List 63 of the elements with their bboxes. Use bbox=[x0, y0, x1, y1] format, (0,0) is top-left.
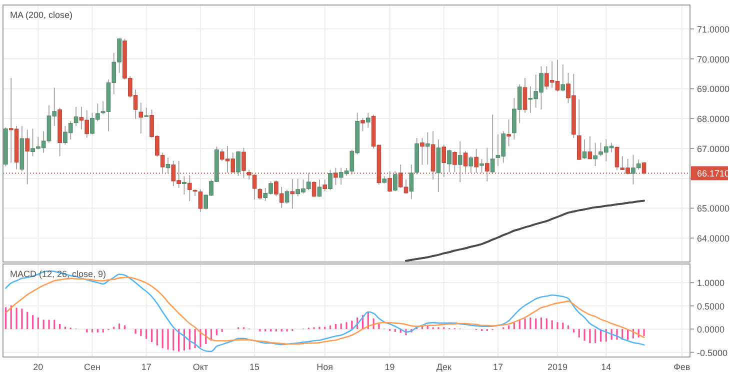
x-tick-label: 20 bbox=[33, 362, 44, 372]
x-tick-label: 17 bbox=[492, 362, 503, 372]
candlestick bbox=[317, 179, 322, 198]
candlestick bbox=[582, 138, 587, 160]
candlestick bbox=[328, 169, 332, 191]
text: MA (200, close) bbox=[10, 10, 73, 20]
candlestick bbox=[393, 170, 398, 192]
candlestick bbox=[312, 180, 316, 198]
line-series bbox=[5, 270, 645, 352]
y-tick-label: 68.0000 bbox=[697, 114, 730, 124]
x-tick-label: 17 bbox=[141, 362, 152, 372]
x-tick-label: Сен bbox=[84, 362, 101, 372]
candlestick bbox=[593, 142, 598, 167]
candlestick bbox=[25, 129, 30, 185]
candlestick bbox=[490, 114, 495, 174]
y-tick-label: 65.0000 bbox=[697, 204, 730, 214]
y-tick-label: 1.0000 bbox=[697, 278, 725, 288]
candlestick bbox=[425, 132, 430, 166]
candlestick bbox=[74, 106, 78, 127]
candlestick bbox=[576, 98, 582, 161]
y-tick-label: 64.0000 bbox=[697, 234, 730, 244]
candlestick bbox=[138, 102, 144, 134]
candlestick bbox=[284, 189, 290, 204]
candlestick bbox=[258, 187, 262, 200]
y-tick-label: 0.5000 bbox=[697, 301, 725, 312]
candlestick bbox=[468, 156, 474, 174]
y-tick-label: 0.0000 bbox=[697, 324, 725, 335]
candlestick bbox=[198, 188, 203, 213]
y-tick-label: 69.0000 bbox=[697, 84, 730, 94]
candlestick bbox=[458, 140, 462, 183]
candlestick bbox=[506, 118, 511, 147]
y-tick-label: 67.0000 bbox=[697, 144, 730, 154]
candlestick bbox=[182, 176, 186, 195]
candlestick bbox=[522, 77, 528, 114]
candlestick bbox=[452, 150, 457, 173]
candlestick bbox=[166, 157, 170, 174]
x-tick-label: Ноя bbox=[316, 362, 334, 372]
y-tick-label: 70.0000 bbox=[697, 54, 730, 64]
candlestick bbox=[242, 147, 246, 179]
candlestick bbox=[420, 137, 424, 166]
line-series bbox=[405, 200, 646, 262]
candlestick bbox=[409, 164, 414, 200]
candlestick bbox=[290, 178, 295, 210]
y-tick-label: 71.0000 bbox=[697, 24, 730, 34]
x-tick-label: 2019 bbox=[547, 362, 568, 372]
x-tick-label: 14 bbox=[601, 362, 612, 372]
candlestick bbox=[322, 179, 328, 192]
x-tick-label: 15 bbox=[250, 362, 260, 372]
y-tick-label: -0.5000 bbox=[697, 348, 728, 358]
x-tick-label: 19 bbox=[384, 362, 395, 372]
candlestick bbox=[642, 162, 646, 175]
candlestick bbox=[360, 117, 365, 132]
candlestick bbox=[366, 112, 370, 128]
candlestick bbox=[614, 146, 620, 171]
candlestick bbox=[480, 158, 484, 174]
candlestick bbox=[447, 149, 452, 173]
candlestick bbox=[588, 136, 592, 160]
x-tick-label: Дек bbox=[436, 362, 452, 372]
x-tick-label: Окт bbox=[192, 362, 208, 372]
candlestick bbox=[187, 174, 192, 202]
x-tick-label: Фев bbox=[674, 362, 690, 372]
candlestick bbox=[236, 150, 240, 176]
candlestick bbox=[560, 64, 566, 92]
